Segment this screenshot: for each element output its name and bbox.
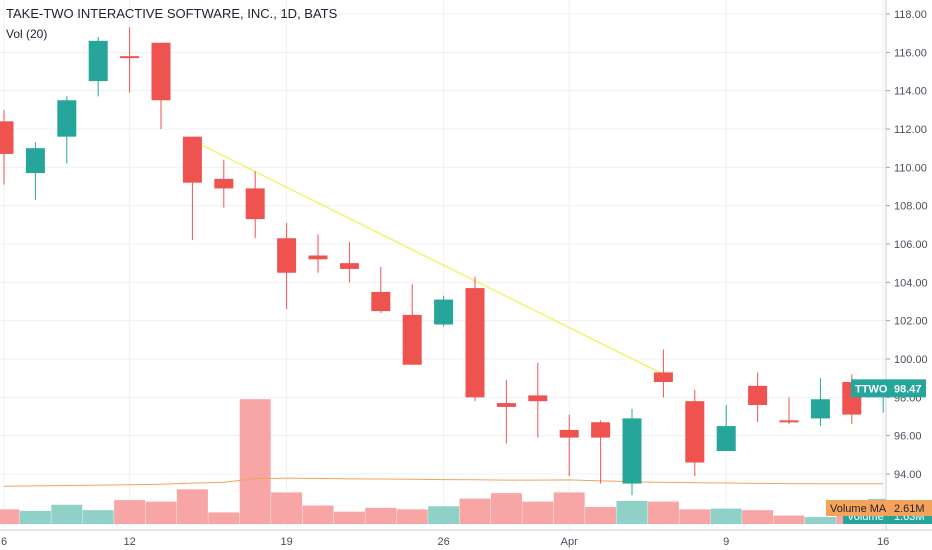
y-tick-label: 104.00 <box>894 277 928 289</box>
x-tick-label: 16 <box>877 536 889 548</box>
candle-body <box>0 121 14 154</box>
candle-body <box>748 385 768 405</box>
candle-body <box>810 399 830 419</box>
volume-ma-badge-label: Volume MA <box>830 503 887 515</box>
volume-ma-line <box>3 477 884 487</box>
candle-body <box>622 418 642 484</box>
candle-body <box>591 422 611 438</box>
price-axis-background <box>886 0 932 550</box>
trendline <box>192 139 664 376</box>
candle-body <box>214 178 234 189</box>
candle-body <box>339 263 359 269</box>
y-tick-label: 110.00 <box>894 162 927 174</box>
volume-bar <box>459 498 491 524</box>
y-tick-label: 118.00 <box>894 9 927 21</box>
volume-bar <box>114 500 146 524</box>
x-tick-label: 19 <box>280 536 292 548</box>
volume-bar <box>773 515 805 524</box>
candle-body <box>496 403 516 407</box>
chart-title: TAKE-TWO INTERACTIVE SOFTWARE, INC., 1D,… <box>6 6 338 21</box>
volume-bar <box>176 489 208 524</box>
volume-bar <box>710 508 742 524</box>
volume-bar <box>333 511 365 524</box>
candle-body <box>779 420 799 423</box>
volume-indicator-label: Vol (20) <box>6 27 48 41</box>
candle-body <box>151 42 171 101</box>
volume-bar <box>804 517 836 524</box>
x-tick-label: 6 <box>1 536 7 548</box>
volume-bar <box>208 512 240 524</box>
y-tick-label: 114.00 <box>894 86 927 98</box>
y-tick-label: 94.00 <box>894 469 922 481</box>
volume-bar <box>19 510 51 524</box>
y-tick-label: 112.00 <box>894 124 927 136</box>
candle-body <box>716 426 736 451</box>
y-tick-label: 106.00 <box>894 239 928 251</box>
x-tick-label: 9 <box>723 536 729 548</box>
candle-body <box>120 56 140 59</box>
y-tick-label: 102.00 <box>894 316 928 328</box>
candle-body <box>57 100 77 137</box>
volume-bar <box>742 510 774 524</box>
volume-bar <box>145 501 177 524</box>
volume-bar <box>365 507 397 524</box>
volume-ma-badge-value: 2.61M <box>894 503 925 515</box>
candle-body <box>559 429 579 438</box>
volume-bar <box>679 509 711 524</box>
volume-bar <box>616 500 648 524</box>
price-badge-value: 98.47 <box>894 383 922 395</box>
candle-body <box>25 148 45 174</box>
x-tick-label: 26 <box>437 536 449 548</box>
volume-bar <box>490 493 522 524</box>
volume-bar <box>82 510 114 524</box>
volume-bar <box>302 505 334 524</box>
y-tick-label: 116.00 <box>894 47 927 59</box>
candle-body <box>182 136 202 183</box>
candle-body <box>88 40 108 82</box>
volume-bar <box>271 492 303 524</box>
y-tick-label: 96.00 <box>894 431 922 443</box>
volume-ma-badge <box>826 500 932 516</box>
candle-body <box>465 288 485 398</box>
price-badge <box>851 379 926 398</box>
x-tick-label: 12 <box>123 536 135 548</box>
candle-body <box>277 238 297 273</box>
volume-bar <box>0 509 20 524</box>
volume-bar <box>428 506 460 524</box>
volume-bar <box>396 509 428 524</box>
y-tick-label: 108.00 <box>894 201 928 213</box>
volume-bar <box>553 492 585 524</box>
volume-bar <box>239 399 271 524</box>
candle-body <box>434 299 454 325</box>
candle-body <box>685 401 705 463</box>
candle-body <box>528 395 548 402</box>
candle-body <box>245 188 265 220</box>
candle-body <box>653 372 673 382</box>
candle-body <box>371 291 391 312</box>
candle-body <box>402 314 422 365</box>
volume-bar <box>51 504 83 524</box>
y-tick-label: 100.00 <box>894 354 928 366</box>
volume-bar <box>585 507 617 524</box>
volume-bar <box>647 501 679 524</box>
x-tick-label: Apr <box>561 536 578 548</box>
candle-body <box>308 255 328 260</box>
price-badge-symbol: TTWO <box>855 383 888 395</box>
volume-bar <box>522 501 554 524</box>
